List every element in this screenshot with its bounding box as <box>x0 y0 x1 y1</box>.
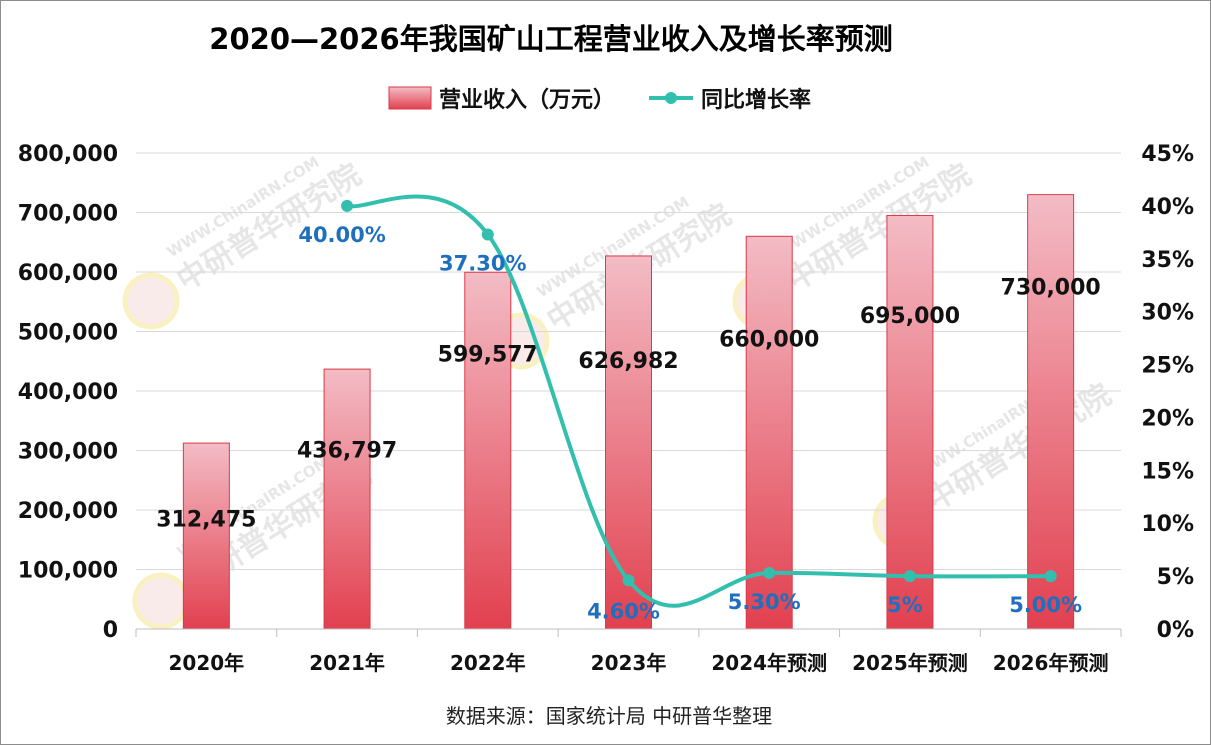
bar-value-label: 695,000 <box>860 304 960 329</box>
bar-value-label: 626,982 <box>578 349 678 374</box>
revenue-bar <box>323 368 371 630</box>
bar-value-label: 660,000 <box>719 327 819 352</box>
chart-title: 2020—2026年我国矿山工程营业收入及增长率预测 <box>209 22 892 56</box>
rate-value-labels: 40.00% 37.30% 4.60% 5.30% 5% 5.00% <box>298 223 1082 623</box>
right-axis-tick-label: 0% <box>1157 618 1194 643</box>
rate-value-label: 5.00% <box>1009 593 1082 617</box>
revenue-bar <box>464 271 512 630</box>
left-axis-tick-label: 800,000 <box>18 142 118 167</box>
right-axis-tick-label: 5% <box>1157 565 1194 590</box>
rate-point <box>622 574 635 587</box>
category-label: 2020年 <box>169 651 245 675</box>
right-axis-ticks: 0% 5% 10% 15% 20% 25% 30% 35% 40% 45% <box>1141 142 1194 643</box>
right-axis-tick-label: 45% <box>1141 142 1194 167</box>
rate-value-label: 37.30% <box>439 251 526 275</box>
legend-line-label: 同比增长率 <box>701 87 811 113</box>
rate-value-label: 4.60% <box>587 599 660 623</box>
rate-point <box>903 570 916 583</box>
rate-value-label: 5.30% <box>728 590 801 614</box>
right-axis-tick-label: 20% <box>1141 406 1194 431</box>
rate-point <box>341 199 354 212</box>
left-axis-tick-label: 400,000 <box>18 380 118 405</box>
rate-line-series <box>341 194 1057 608</box>
rate-point <box>481 228 494 241</box>
category-label: 2025年预测 <box>852 651 968 675</box>
bar-value-label: 436,797 <box>297 438 397 463</box>
right-axis-tick-label: 10% <box>1141 512 1194 537</box>
rate-value-label: 40.00% <box>298 223 385 247</box>
right-axis-tick-label: 30% <box>1141 301 1194 326</box>
rate-value-label: 5% <box>887 593 923 617</box>
left-axis-tick-label: 100,000 <box>18 559 118 584</box>
source-note: 数据来源：国家统计局 中研普华整理 <box>446 704 772 728</box>
bar-value-label: 730,000 <box>1001 276 1101 301</box>
axes <box>135 628 1122 637</box>
category-axis-ticks: 2020年 2021年 2022年 2023年 2024年预测 2025年预测 2026年预… <box>169 651 1109 675</box>
watermark-logo-icon <box>122 272 180 330</box>
category-label: 2023年 <box>591 651 667 675</box>
right-axis-tick-label: 15% <box>1141 459 1194 484</box>
revenue-bar <box>1027 194 1075 630</box>
left-axis-tick-label: 600,000 <box>18 261 118 286</box>
left-axis-tick-label: 700,000 <box>18 202 118 227</box>
revenue-bar <box>182 442 230 630</box>
left-axis-tick-label: 0 <box>103 618 118 643</box>
bar-value-label: 599,577 <box>438 342 538 367</box>
right-axis-tick-label: 35% <box>1141 248 1194 273</box>
rate-point <box>763 566 776 579</box>
legend-bar-swatch <box>388 86 432 110</box>
legend: 营业收入（万元） 同比增长率 <box>388 86 811 113</box>
bar-series <box>182 194 1075 630</box>
legend-bar-label: 营业收入（万元） <box>439 87 615 113</box>
rate-point <box>1044 570 1057 583</box>
category-label: 2026年预测 <box>993 651 1109 675</box>
category-label: 2022年 <box>450 651 526 675</box>
revenue-bar <box>605 255 652 630</box>
left-axis-tick-label: 500,000 <box>18 321 118 346</box>
category-label: 2021年 <box>309 651 385 675</box>
right-axis-tick-label: 25% <box>1141 354 1194 379</box>
bar-value-label: 312,475 <box>156 508 256 533</box>
left-axis-ticks: 0 100,000 200,000 300,000 400,000 500,000 600,… <box>18 142 118 643</box>
revenue-bar <box>886 214 934 630</box>
left-axis-tick-label: 200,000 <box>18 499 118 524</box>
legend-line-marker <box>665 92 677 104</box>
revenue-bar <box>745 235 793 630</box>
left-axis-tick-label: 300,000 <box>18 440 118 465</box>
right-axis-tick-label: 40% <box>1141 195 1194 220</box>
bar-value-labels: 312,475 436,797 599,577 626,982 660,000 695,0… <box>156 276 1100 533</box>
category-label: 2024年预测 <box>711 651 827 675</box>
